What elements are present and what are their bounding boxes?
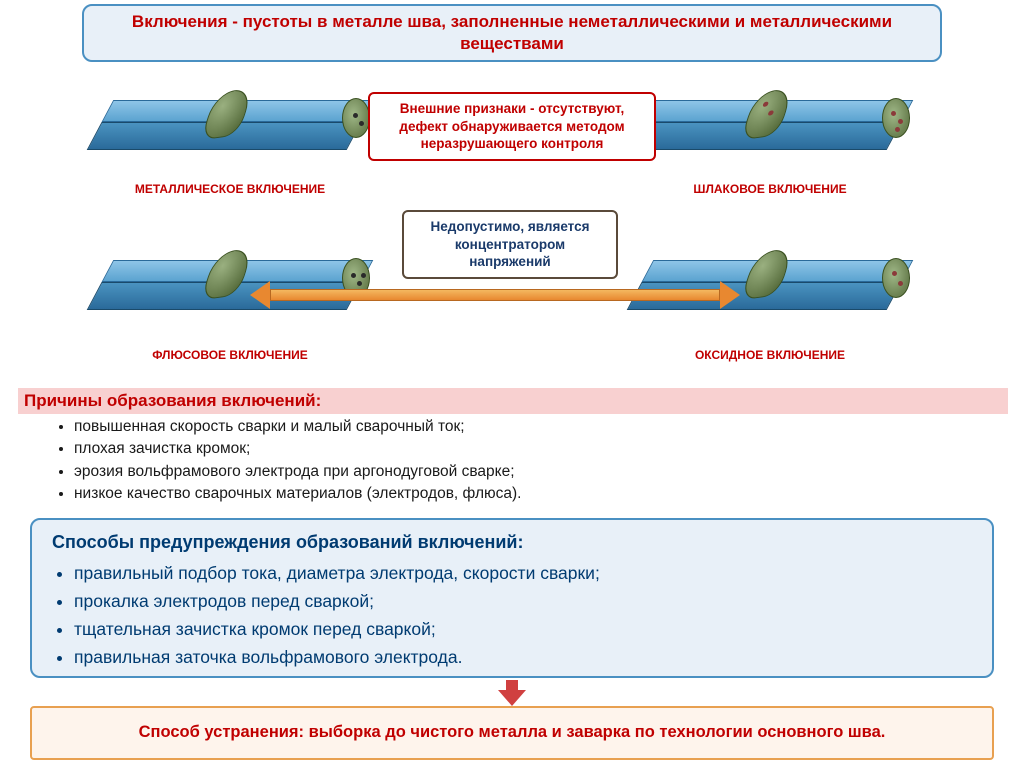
label-slag: ШЛАКОВОЕ ВКЛЮЧЕНИЕ bbox=[660, 182, 880, 196]
list-item: правильный подбор тока, диаметра электро… bbox=[74, 559, 972, 587]
list-item: повышенная скорость сварки и малый сваро… bbox=[74, 416, 994, 438]
double-arrow-icon bbox=[250, 286, 740, 304]
diagram-area: Внешние признаки - отсутствуют, дефект о… bbox=[100, 70, 920, 390]
prevention-box: Способы предупреждения образований включ… bbox=[30, 518, 994, 678]
weld-slag bbox=[640, 80, 900, 170]
prevention-title: Способы предупреждения образований включ… bbox=[52, 532, 972, 553]
title-box: Включения - пустоты в металле шва, запол… bbox=[82, 4, 942, 62]
info-signs-text: Внешние признаки - отсутствуют, дефект о… bbox=[399, 101, 624, 151]
page-title: Включения - пустоты в металле шва, запол… bbox=[104, 11, 920, 55]
causes-list: повышенная скорость сварки и малый сваро… bbox=[54, 416, 994, 506]
remedy-box: Способ устранения: выборка до чистого ме… bbox=[30, 706, 994, 760]
label-flux: ФЛЮСОВОЕ ВКЛЮЧЕНИЕ bbox=[120, 348, 340, 362]
prevention-list: правильный подбор тока, диаметра электро… bbox=[58, 559, 972, 671]
label-metallic: МЕТАЛЛИЧЕСКОЕ ВКЛЮЧЕНИЕ bbox=[120, 182, 340, 196]
list-item: эрозия вольфрамового электрода при аргон… bbox=[74, 461, 994, 483]
weld-flux bbox=[100, 240, 360, 330]
label-oxide: ОКСИДНОЕ ВКЛЮЧЕНИЕ bbox=[660, 348, 880, 362]
causes-header-bar: Причины образования включений: bbox=[18, 388, 1008, 414]
info-box-status: Недопустимо, является концентратором нап… bbox=[402, 210, 618, 279]
remedy-text: Способ устранения: выборка до чистого ме… bbox=[139, 722, 886, 743]
causes-title: Причины образования включений: bbox=[24, 391, 321, 411]
list-item: низкое качество сварочных материалов (эл… bbox=[74, 483, 994, 505]
weld-metallic bbox=[100, 80, 360, 170]
list-item: правильная заточка вольфрамового электро… bbox=[74, 643, 972, 671]
list-item: тщательная зачистка кромок перед сваркой… bbox=[74, 615, 972, 643]
list-item: прокалка электродов перед сваркой; bbox=[74, 587, 972, 615]
info-box-signs: Внешние признаки - отсутствуют, дефект о… bbox=[368, 92, 656, 161]
weld-oxide bbox=[640, 240, 900, 330]
list-item: плохая зачистка кромок; bbox=[74, 438, 994, 460]
info-status-text: Недопустимо, является концентратором нап… bbox=[431, 219, 590, 269]
down-arrow-icon bbox=[498, 680, 526, 706]
